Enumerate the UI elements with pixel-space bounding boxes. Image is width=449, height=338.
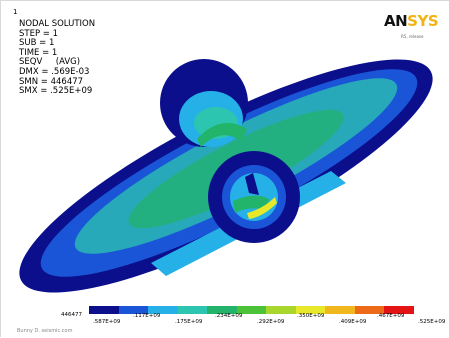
window-number: 1 bbox=[13, 8, 18, 16]
legend-swatch bbox=[148, 306, 178, 314]
footer-caption: Bunny D. seismic.com bbox=[17, 328, 73, 334]
legend-label: .117E+09 bbox=[133, 313, 161, 319]
info-line: DMX = .569E-03 bbox=[19, 66, 90, 77]
info-line: SEQV (AVG) bbox=[19, 57, 81, 68]
legend-label: .234E+09 bbox=[215, 313, 243, 319]
legend-swatch bbox=[207, 306, 237, 314]
legend-swatch bbox=[266, 306, 296, 314]
info-line: SMN = 446477 bbox=[19, 76, 84, 87]
contour-legend-bar bbox=[89, 306, 415, 314]
top-hub-seam bbox=[197, 122, 247, 147]
legend-label-min: 446477 bbox=[61, 312, 82, 318]
legend-label: .587E+09 bbox=[93, 319, 121, 325]
legend-label-max: .525E+09 bbox=[418, 319, 446, 325]
info-line: SMX = .525E+09 bbox=[19, 86, 93, 97]
legend-label: .350E+09 bbox=[297, 313, 325, 319]
ansys-logo: ANSYS bbox=[384, 12, 439, 30]
lower-hub-notch bbox=[245, 173, 259, 195]
info-line: TIME = 1 bbox=[19, 47, 58, 58]
info-line: STEP = 1 bbox=[19, 28, 59, 39]
legend-swatch bbox=[325, 306, 355, 314]
legend-swatch bbox=[118, 306, 149, 314]
legend-swatch bbox=[384, 306, 415, 314]
legend-swatch bbox=[295, 306, 326, 314]
info-line: SUB = 1 bbox=[19, 38, 55, 49]
legend-swatch bbox=[89, 306, 119, 314]
legend-label: .409E+09 bbox=[339, 319, 367, 325]
legend-swatch bbox=[236, 306, 267, 314]
legend-label: .467E+09 bbox=[377, 313, 405, 319]
logo-subtitle: R5, release bbox=[401, 34, 424, 39]
legend-swatch bbox=[177, 306, 208, 314]
logo-text-a: AN bbox=[384, 12, 408, 30]
legend-swatch bbox=[354, 306, 385, 314]
info-title: NODAL SOLUTION bbox=[19, 19, 96, 29]
logo-text-b: SYS bbox=[407, 12, 439, 30]
solution-info-block: NODAL SOLUTION STEP = 1 SUB = 1 TIME = 1… bbox=[19, 19, 96, 97]
legend-label: .292E+09 bbox=[257, 319, 285, 325]
legend-label: .175E+09 bbox=[175, 319, 203, 325]
lower-hub-peak-zone bbox=[247, 197, 277, 219]
